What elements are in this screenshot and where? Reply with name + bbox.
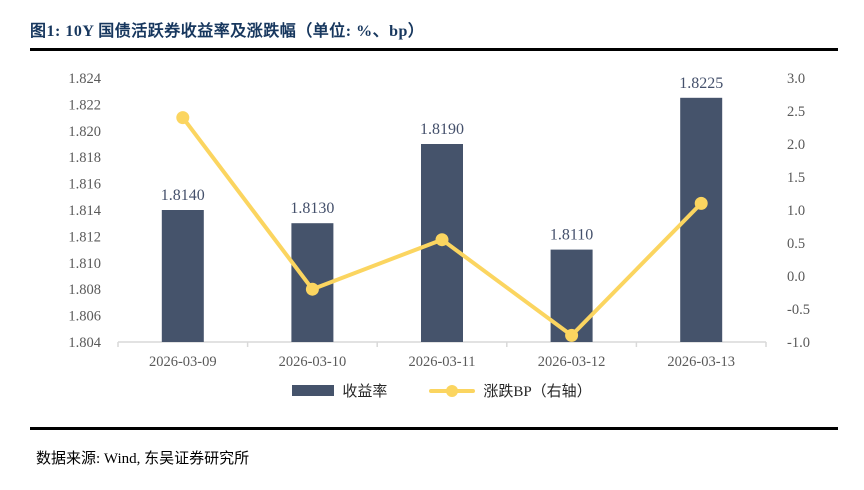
bar-value-label: 1.8110 xyxy=(550,227,593,244)
bar-value-label: 1.8225 xyxy=(679,75,723,92)
left-axis-tick-label: 1.814 xyxy=(68,203,101,219)
bp-point xyxy=(176,111,190,125)
x-axis-date-label: 2026-03-10 xyxy=(279,354,347,370)
yield-bar xyxy=(550,249,593,342)
bp-point xyxy=(435,233,449,247)
bar-value-label: 1.8140 xyxy=(161,187,205,204)
left-axis-tick-label: 1.810 xyxy=(68,256,101,272)
right-axis-tick-label: -0.5 xyxy=(787,302,810,318)
bp-point xyxy=(565,328,579,342)
yield-combo-chart: 1.824 1.822 1.820 1.818 1.816 1.814 1.812 1.810… xyxy=(68,71,810,370)
left-axis-tick-label: 1.818 xyxy=(68,150,101,166)
bar-value-label: 1.8190 xyxy=(420,121,464,138)
bar-value-label: 1.8130 xyxy=(290,200,334,217)
left-axis-tick-label: 1.808 xyxy=(68,282,101,298)
left-axis-tick-label: 1.816 xyxy=(68,177,101,193)
x-axis-date-label: 2026-03-12 xyxy=(538,354,606,370)
x-axis-date-label: 2026-03-11 xyxy=(408,354,475,370)
x-axis-date-label: 2026-03-09 xyxy=(149,354,217,370)
yield-bar xyxy=(161,210,204,342)
x-axis-date-label: 2026-03-13 xyxy=(667,354,735,370)
right-axis-tick-label: 1.5 xyxy=(787,170,805,186)
line-swatch-icon xyxy=(429,384,476,397)
left-axis-tick-label: 1.820 xyxy=(68,124,101,140)
left-axis-tick-label: 1.804 xyxy=(68,335,101,351)
line-swatch-dot xyxy=(446,384,459,397)
right-axis-tick-label: 0.5 xyxy=(787,236,805,252)
right-axis-tick-label: 1.0 xyxy=(787,203,805,219)
legend-label-bp: 涨跌BP（右轴） xyxy=(483,384,592,400)
source-note: 数据来源: Wind, 东吴证券研究所 xyxy=(36,451,250,467)
right-axis-tick-label: 3.0 xyxy=(787,71,805,87)
source-divider xyxy=(30,427,838,430)
title-divider xyxy=(30,48,838,51)
right-axis-tick-label: 2.0 xyxy=(787,137,805,153)
figure-title: 图1: 10Y 国债活跃券收益率及涨跌幅（单位: %、bp） xyxy=(30,23,425,40)
bp-point xyxy=(305,282,319,296)
bar-swatch-icon xyxy=(292,385,335,396)
left-axis-tick-label: 1.824 xyxy=(68,71,101,87)
left-axis-tick-label: 1.822 xyxy=(68,97,101,113)
legend-item-bp: 涨跌BP（右轴） xyxy=(429,380,592,401)
left-axis-tick-label: 1.806 xyxy=(68,309,101,325)
bp-point xyxy=(694,196,708,210)
right-axis-tick-label: -1.0 xyxy=(787,335,810,351)
right-axis-tick-label: 0.0 xyxy=(787,269,805,285)
left-axis-tick-label: 1.812 xyxy=(68,229,101,245)
legend-item-yield: 收益率 xyxy=(292,380,387,401)
legend-label-yield: 收益率 xyxy=(342,384,388,400)
chart-legend: 收益率 涨跌BP（右轴） xyxy=(118,380,766,401)
right-axis-tick-label: 2.5 xyxy=(787,104,805,120)
